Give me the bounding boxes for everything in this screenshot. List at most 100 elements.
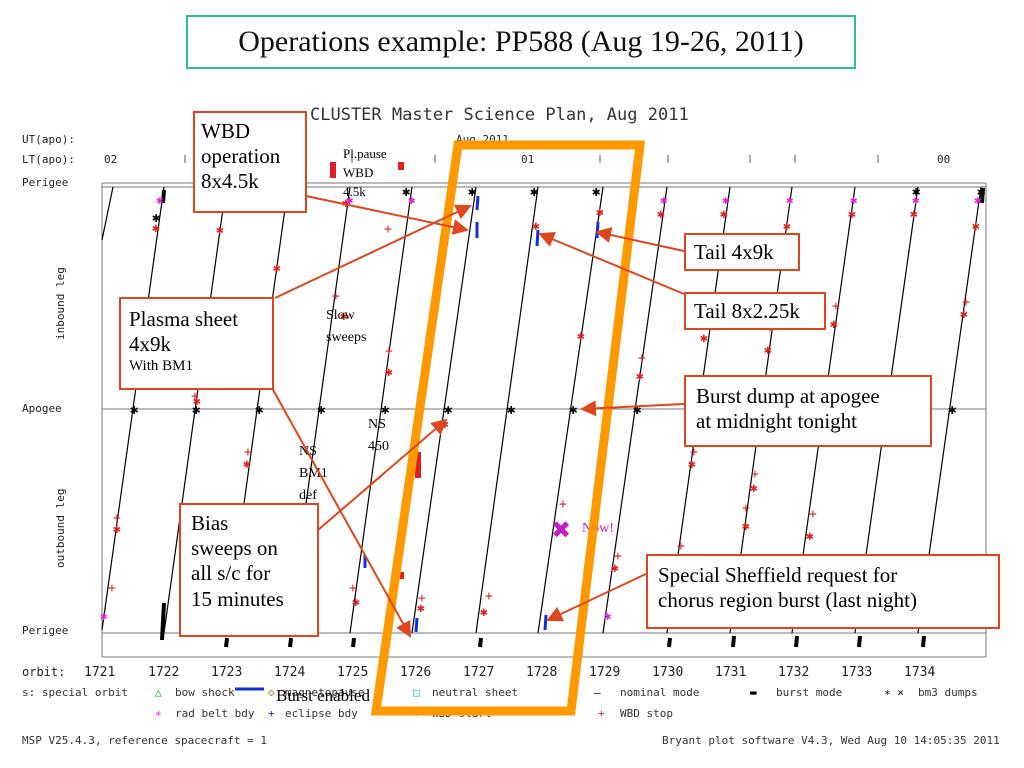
svg-text:✱: ✱ [604,609,611,623]
wbd-red-blocks [330,162,421,579]
svg-text:NS: NS [368,417,386,432]
svg-text:✱: ✱ [468,184,477,200]
callout-arrows [271,195,685,638]
rad-belt-icon: ∗ [155,707,162,720]
orbit-numbers: 1721 1722 1723 1724 1725 1726 1727 1728 … [84,665,935,680]
eclipse-icon: + [268,707,275,720]
svg-text:✱: ✱ [156,193,163,207]
svg-text:✱: ✱ [243,457,251,472]
svg-text:✱: ✱ [806,529,814,544]
svg-text:+: + [332,289,340,304]
svg-text:+: + [113,511,121,526]
svg-text:1729: 1729 [589,665,620,680]
svg-text:✱: ✱ [657,207,665,222]
svg-text:✱: ✱ [910,207,918,222]
svg-text:+: + [418,591,426,606]
svg-text:4.5k: 4.5k [343,184,366,199]
row-label-inbound: inbound leg [54,267,67,340]
svg-text:✱: ✱ [402,184,411,200]
svg-text:+: + [690,445,698,460]
callout-plasma-sheet: Plasma sheet 4x9k With BM1 [119,297,274,390]
callout-tail-8x2: Tail 8x2.25k [684,292,826,330]
svg-text:+: + [108,581,116,596]
svg-text:✱: ✱ [830,317,838,332]
burst-mode-bars [160,187,985,648]
svg-text:+: + [962,295,970,310]
svg-text:+: + [742,501,750,516]
svg-text:✱: ✱ [848,207,856,222]
svg-text:+: + [832,299,840,314]
ut-label: UT(apo): [22,133,75,146]
svg-text:✱: ✱ [688,457,696,472]
note-slow-sweeps: Slow sweeps [326,308,366,345]
svg-text:✱: ✱ [352,595,360,610]
svg-text:+: + [638,351,646,366]
svg-text:1724: 1724 [274,665,305,680]
svg-text:1732: 1732 [778,665,809,680]
svg-text:✱: ✱ [317,402,326,418]
plot-frame [101,182,987,658]
lt-tick-01: 01 [521,153,534,166]
svg-text:+: + [809,507,817,522]
row-label-apogee: Apogee [22,402,62,415]
svg-text:Slow: Slow [326,308,356,323]
magnetopause-icon: ◇ [268,686,275,699]
svg-text:450: 450 [368,439,389,454]
plot-title: CLUSTER Master Science Plan, Aug 2011 [310,105,689,125]
svg-text:✱: ✱ [742,519,750,534]
svg-text:✱: ✱ [507,402,516,418]
svg-text:✱: ✱ [974,193,981,207]
svg-text:✱: ✱ [532,219,540,234]
legend-rad-belt: rad belt bdy [175,707,255,720]
svg-text:✱: ✱ [130,402,139,418]
svg-text:✱: ✱ [408,193,415,207]
legend-eclipse: eclipse bdy [285,707,358,720]
callout-sheffield: Special Sheffield request for chorus reg… [646,554,1000,629]
footer-left: MSP V25.4.3, reference spacecraft = 1 [22,734,267,747]
svg-text:✱: ✱ [346,193,353,207]
svg-text:✱: ✱ [977,184,986,200]
lt-label: LT(apo): [22,153,75,166]
svg-text:1721: 1721 [84,665,115,680]
lt-tick-00: 00 [937,153,950,166]
svg-text:1734: 1734 [904,665,935,680]
svg-text:✱: ✱ [636,369,644,384]
svg-text:✱: ✱ [611,561,619,576]
svg-text:✱: ✱ [750,481,758,496]
wbd-stop-icon: + [598,707,605,720]
legend-bow-shock: bow shock [175,686,235,699]
callout-tail-4x9k: Tail 4x9k [684,233,800,271]
svg-text:✱: ✱ [340,309,348,324]
svg-text:1728: 1728 [526,665,557,680]
footer-right: Bryant plot software V4.3, Wed Aug 10 14… [662,734,1000,747]
legend-special-orbit: s: special orbit [22,686,128,699]
svg-text:1722: 1722 [148,665,179,680]
row-label-perigee-bottom: Perigee [22,624,68,637]
svg-text:✱: ✱ [783,219,791,234]
svg-text:+: + [244,445,252,460]
bow-shock-icon: △ [155,686,162,699]
legend-burst-mode: burst mode [776,686,842,699]
callout-burst-dump: Burst dump at apogee at midnight tonight [684,375,932,447]
svg-text:✱: ✱ [417,601,425,616]
svg-text:+: + [349,581,357,596]
callout-bias-sweeps: Bias sweeps on all s/c for 15 minutes [179,503,319,637]
burst-mode-icon: ▬ [750,686,757,699]
svg-text:✱: ✱ [960,307,968,322]
svg-text:✱: ✱ [850,193,857,207]
svg-text:+: + [485,589,493,604]
legend-neutral-sheet: neutral sheet [432,686,518,699]
svg-text:1725: 1725 [337,665,368,680]
svg-text:1723: 1723 [211,665,242,680]
svg-text:+: + [614,549,622,564]
nominal-mode-icon: — [594,686,601,699]
svg-text:+: + [384,222,392,237]
svg-text:✱: ✱ [193,394,201,409]
legend-wbd-stop: WBD stop [620,707,673,720]
now-marker-icon: ✖ [551,516,571,544]
svg-text:✱: ✱ [255,402,264,418]
legend-bm3-dumps: bm3 dumps [918,686,978,699]
neutral-sheet-icon: □ [413,686,420,699]
svg-text:✱: ✱ [912,193,919,207]
svg-text:✱: ✱ [596,205,604,220]
